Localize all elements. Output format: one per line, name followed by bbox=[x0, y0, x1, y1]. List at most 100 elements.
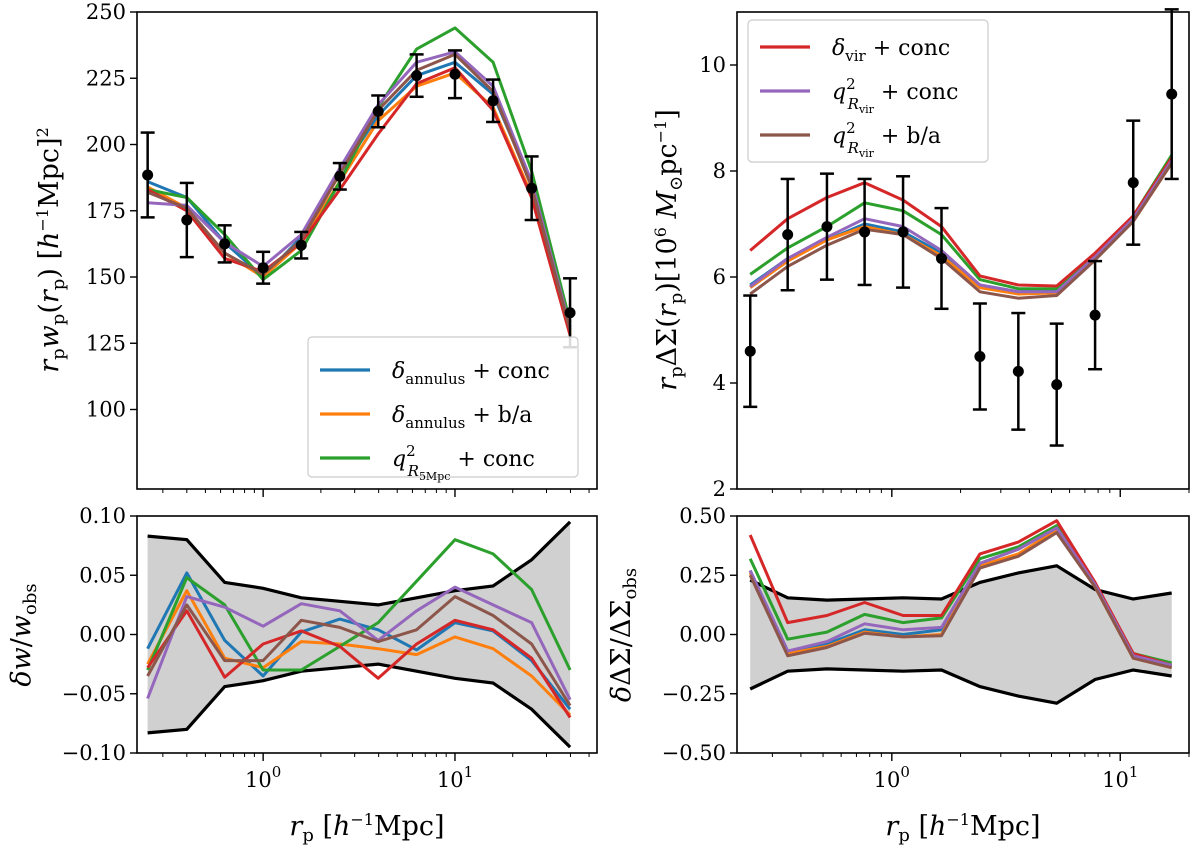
wp-observed-point bbox=[219, 238, 231, 250]
wp-ytick-label: 175 bbox=[86, 199, 126, 223]
wp-observed-point bbox=[487, 95, 499, 107]
wp-line-q2_Rvir_ba bbox=[147, 52, 572, 331]
wp-observed-point bbox=[142, 169, 154, 181]
wp-observed-point bbox=[411, 70, 423, 82]
ds-ytick-label: 8 bbox=[713, 159, 726, 183]
wp-observed-point bbox=[449, 68, 461, 80]
wp-model-lines bbox=[146, 26, 572, 336]
panel-dsres: −0.50 −0.25 0.00 0.25 0.50 100 101 δΔΣ/ΔΣobs r… bbox=[606, 504, 1190, 846]
dsres-ytick-label: 0.50 bbox=[679, 504, 726, 528]
wp-ytick-label: 225 bbox=[86, 66, 126, 90]
wp-y-ticks: 100 125 150 175 200 225 250 bbox=[86, 0, 590, 497]
ds-observed-point bbox=[897, 226, 909, 238]
wres-xtick-label: 101 bbox=[437, 763, 473, 792]
wp-line-delta_annulus_ba bbox=[146, 71, 572, 334]
ds-observed-point bbox=[821, 221, 833, 233]
ds-observed-point bbox=[1051, 379, 1063, 391]
wres-y-axis-label: δw/wobs bbox=[6, 583, 41, 686]
wp-ytick-label: 250 bbox=[86, 0, 126, 24]
legend-label-q2_R5Mpc_conc: q2 R5Mpc + conc bbox=[392, 442, 535, 483]
ds-line-q2_Rvir_ba bbox=[749, 162, 1173, 300]
wp-observed-point bbox=[564, 307, 576, 319]
legend-label-q2_Rvir_ba: q2 Rvir + b/a bbox=[832, 119, 941, 160]
wp-observed-points bbox=[140, 49, 578, 349]
dsres-model-lines bbox=[748, 519, 1173, 705]
ds-ytick-label: 6 bbox=[713, 265, 726, 289]
wres-line-delta_annulus_ba bbox=[146, 589, 572, 717]
dsres-ytick-label: 0.00 bbox=[679, 623, 726, 647]
wp-observed-point bbox=[372, 105, 384, 117]
wp-legend-box bbox=[307, 336, 579, 478]
dsres-xtick-label: 101 bbox=[1102, 763, 1138, 792]
dsres-xtick-label: 100 bbox=[874, 763, 910, 792]
ds-model-lines bbox=[749, 154, 1173, 300]
dsres-ticks: −0.50 −0.25 0.00 0.25 0.50 100 101 bbox=[662, 504, 1190, 792]
wres-ytick-label: −0.10 bbox=[62, 741, 126, 765]
legend-label-delta_annulus_conc: δannulus + conc bbox=[392, 359, 550, 388]
ds-legend-box bbox=[747, 19, 989, 163]
wp-ytick-label: 200 bbox=[86, 133, 126, 157]
wres-model-lines bbox=[146, 520, 572, 749]
ds-ytick-label: 10 bbox=[699, 53, 726, 77]
ds-observed-point bbox=[859, 226, 871, 238]
wp-ytick-label: 150 bbox=[86, 265, 126, 289]
ds-observed-point bbox=[1089, 309, 1101, 321]
ds-axes-frame bbox=[736, 11, 1190, 490]
wp-line-q2_Rvir_conc bbox=[147, 50, 572, 328]
wres-ytick-label: −0.05 bbox=[62, 682, 126, 706]
wp-y-axis-label: rpwp(rp) [h−1Mpc]2 bbox=[33, 127, 69, 373]
dsres-ytick-label: −0.25 bbox=[662, 682, 726, 706]
ds-y-axis-label: rpΔΣ(rp)[106 M⊙pc−1] bbox=[651, 109, 687, 391]
ds-line-delta_vir_conc bbox=[749, 156, 1173, 288]
legend-label-delta_annulus_ba: δannulus + b/a bbox=[392, 403, 532, 432]
wres-ytick-label: 0.10 bbox=[79, 504, 126, 528]
wp-observed-point bbox=[257, 262, 269, 274]
wres-band-edge-lower bbox=[147, 662, 572, 749]
wp-observed-point bbox=[295, 239, 307, 251]
wp-axes-frame bbox=[136, 11, 598, 490]
wp-observed-point bbox=[526, 182, 538, 194]
wp-observed-point bbox=[181, 214, 193, 226]
wp-observed-point bbox=[334, 170, 346, 182]
ds-y-ticks: 2 4 6 8 10 bbox=[699, 53, 1190, 501]
ds-observed-point bbox=[935, 252, 947, 264]
dsres-y-axis-label: δΔΣ/ΔΣobs bbox=[606, 568, 641, 702]
ds-ytick-label: 4 bbox=[713, 371, 726, 395]
wres-xtick-label: 100 bbox=[245, 763, 281, 792]
ds-observed-point bbox=[782, 229, 794, 241]
ds-observed-point bbox=[1127, 177, 1139, 189]
legend-label-q2_Rvir_conc: q2 Rvir + conc bbox=[832, 75, 958, 116]
wp-ytick-label: 125 bbox=[86, 331, 126, 355]
dsres-band-edge-lower bbox=[749, 667, 1172, 705]
dsres-line-q2_Rvir_ba bbox=[748, 531, 1173, 670]
dsres-axes-frame bbox=[736, 515, 1190, 754]
wres-line-delta_vir_conc bbox=[146, 609, 572, 719]
ds-observed-point bbox=[1166, 88, 1178, 100]
ds-line-q2_Rvir_conc bbox=[749, 159, 1173, 294]
wres-line-q2_Rvir_ba bbox=[146, 595, 572, 707]
wres-band-edge-upper bbox=[147, 520, 572, 607]
ds-observed-point bbox=[1012, 365, 1024, 377]
wres-line-q2_Rvir_conc bbox=[146, 585, 572, 701]
wres-ytick-label: 0.05 bbox=[79, 563, 126, 587]
dsres-ytick-label: 0.25 bbox=[679, 563, 726, 587]
ds-observed-point bbox=[974, 351, 986, 362]
dsres-x-axis-label: rp [h−1Mpc] bbox=[885, 810, 1040, 846]
wp-line-delta_vir_conc bbox=[146, 66, 572, 336]
ds-observed-point bbox=[744, 345, 756, 357]
wp-ytick-label: 100 bbox=[86, 398, 126, 422]
ds-observed-points bbox=[743, 8, 1179, 447]
dsres-ytick-label: −0.50 bbox=[662, 741, 726, 765]
legend-label-delta_vir_conc: δvir + conc bbox=[832, 36, 950, 65]
wp-line-q2_R5Mpc_conc bbox=[147, 26, 572, 323]
wres-x-axis-label: rp [h−1Mpc] bbox=[289, 810, 444, 846]
wres-axes-frame bbox=[136, 515, 598, 754]
ds-ytick-label: 2 bbox=[713, 477, 726, 501]
wres-ytick-label: 0.00 bbox=[79, 623, 126, 647]
panel-wres: −0.10 −0.05 0.00 0.05 0.10 100 101 δw/wobs rp … bbox=[6, 504, 598, 846]
wp-legend: δannulus + conc δannulus + b/a q2 R5Mpc + c… bbox=[307, 336, 579, 483]
